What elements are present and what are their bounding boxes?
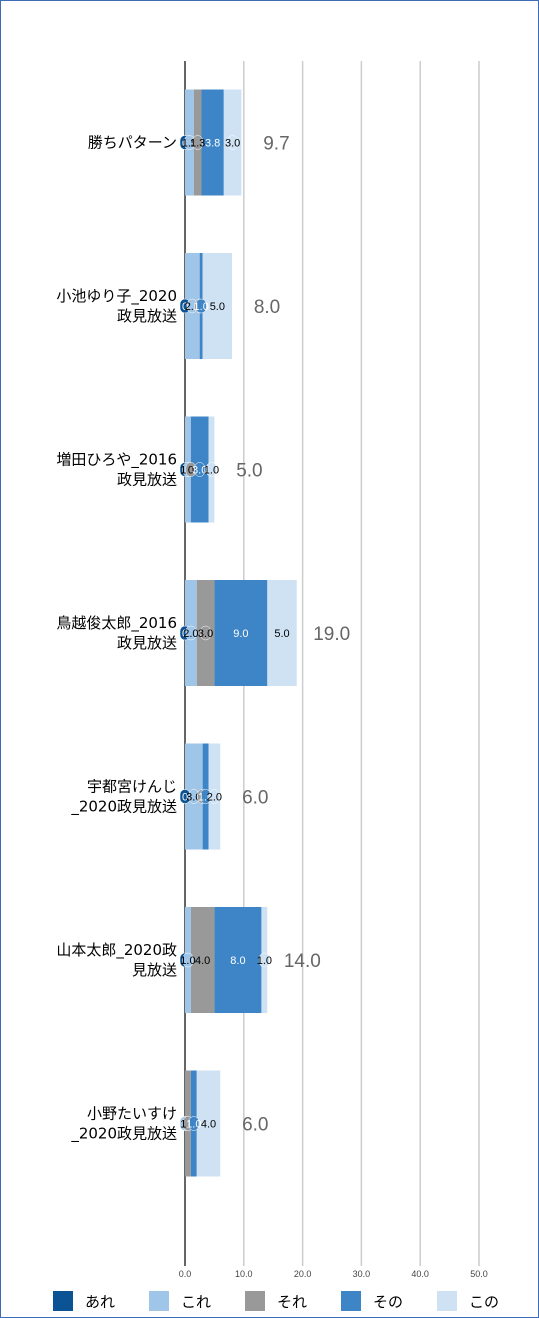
segment-value-label: 9.0 <box>233 628 248 640</box>
segment-label-badge <box>192 135 203 150</box>
segment-value-label: 0 <box>182 301 188 313</box>
category-label: 鳥越俊太郎_2016 政見放送 <box>56 614 177 652</box>
segment-label-badge <box>227 135 238 150</box>
segment-value-label: 5.0 <box>274 628 289 640</box>
category-label: 山本太郎_2020政見放送 <box>56 941 177 979</box>
total-value-label: 19.0 <box>313 624 350 645</box>
segment-label-badge <box>209 789 220 804</box>
total-value-label: 6.0 <box>242 788 268 809</box>
segment-label-badge <box>188 1116 200 1131</box>
segment-label-badge <box>195 298 207 314</box>
segment-value-label: 4.0 <box>201 1119 216 1131</box>
segment-value-label: 1.3 <box>190 138 205 150</box>
segment-value-label: 0 <box>188 465 194 477</box>
segment-value-label: 2.0 <box>183 628 198 640</box>
total-value-label: 8.0 <box>254 297 280 318</box>
x-tick-label: 0.0 <box>179 1269 192 1279</box>
segment-value-label: 1.0 <box>186 1119 201 1131</box>
x-tick-label: 10.0 <box>235 1269 253 1279</box>
segment-label-badge <box>194 462 205 477</box>
category-label: 宇都宮けんじ_2020政見放送 <box>70 778 177 817</box>
bar-segment[interactable] <box>196 1070 221 1177</box>
category-label: 小野たいすけ_2020政見放送 <box>70 1105 177 1144</box>
legend-swatch <box>53 1291 73 1311</box>
total-value-label: 9.7 <box>263 134 289 155</box>
legend-label: その <box>373 1293 403 1311</box>
category-label: 小池ゆり子_2020 政見放送 <box>56 287 177 325</box>
legend-label: この <box>469 1293 499 1311</box>
segment-value-label: 3.0 <box>198 628 213 640</box>
segment-value-label: 5.0 <box>210 301 225 313</box>
x-tick-label: 50.0 <box>470 1269 488 1279</box>
total-value-label: 5.0 <box>236 461 262 482</box>
legend-label: これ <box>181 1293 211 1311</box>
segment-label-badge <box>182 952 194 968</box>
segment-value-label: 0 <box>182 628 188 640</box>
total-value-label: 14.0 <box>284 951 321 972</box>
segment-value-label: 4.0 <box>195 955 210 967</box>
total-value-label: 6.0 <box>242 1115 268 1136</box>
category-label: 増田ひろや_2016 政見放送 <box>56 451 177 489</box>
category-label: 勝ちパターン <box>88 134 177 152</box>
legend-label: あれ <box>85 1293 115 1311</box>
legend-swatch <box>245 1291 265 1311</box>
legend-swatch <box>437 1291 457 1311</box>
segment-label-badge <box>200 625 211 641</box>
segment-value-label: 3.0 <box>225 138 240 150</box>
segment-value-label: 3.0 <box>192 465 207 477</box>
legend-swatch <box>341 1291 361 1311</box>
bar-segment[interactable] <box>214 580 268 686</box>
segment-value-label: 0 <box>182 792 188 804</box>
bar-segment[interactable] <box>190 907 215 1013</box>
segment-value-label: 3.8 <box>205 138 220 150</box>
segment-value-label: 2.0 <box>207 792 222 804</box>
legend-swatch <box>149 1291 169 1311</box>
bar-segment[interactable] <box>267 580 297 686</box>
bar-segment[interactable] <box>202 253 233 359</box>
segment-label-badge <box>206 462 217 477</box>
segment-value-label: 8.0 <box>230 955 245 967</box>
x-tick-label: 30.0 <box>353 1269 371 1279</box>
bar-segment[interactable] <box>201 89 224 196</box>
legend-label: それ <box>277 1293 307 1311</box>
bar-segment[interactable] <box>214 907 262 1013</box>
segment-label-badge <box>185 625 197 641</box>
segment-value-label: 1.0 <box>180 955 195 967</box>
segment-value-label: 1.0 <box>257 955 272 967</box>
segment-label-badge <box>259 952 270 968</box>
x-tick-label: 40.0 <box>411 1269 429 1279</box>
x-tick-label: 20.0 <box>294 1269 312 1279</box>
segment-value-label: 1.0 <box>204 465 219 477</box>
segment-value-label: 1.0 <box>194 301 209 313</box>
